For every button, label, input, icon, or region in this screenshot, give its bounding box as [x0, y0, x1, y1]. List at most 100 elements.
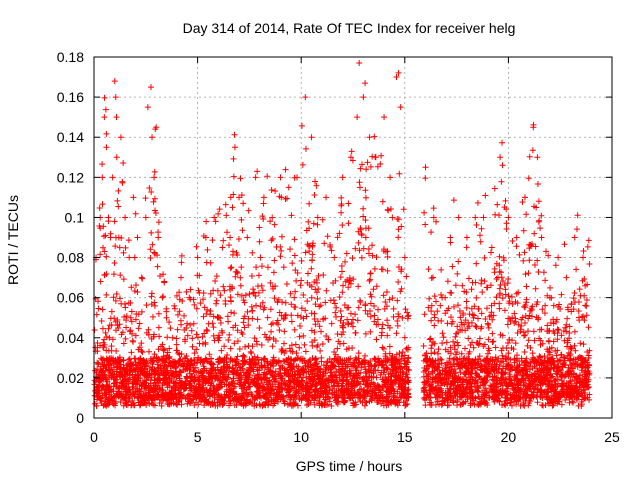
data-point: [176, 351, 183, 358]
data-point: [196, 381, 203, 388]
data-point: [338, 331, 345, 338]
data-point: [368, 397, 375, 404]
data-point: [214, 376, 221, 383]
data-point: [236, 400, 243, 407]
data-point: [268, 187, 275, 194]
data-point: [395, 69, 402, 76]
data-point: [269, 320, 276, 327]
data-point: [558, 291, 565, 298]
data-point: [505, 350, 512, 357]
data-point: [146, 348, 153, 355]
data-point: [454, 397, 461, 404]
data-point: [142, 362, 149, 369]
data-point: [422, 352, 429, 359]
data-point: [178, 379, 185, 386]
data-point: [395, 279, 402, 286]
data-point: [465, 356, 472, 363]
data-point: [220, 364, 227, 371]
data-point: [362, 330, 369, 337]
data-point: [429, 357, 436, 364]
data-point: [331, 382, 338, 389]
data-point: [455, 342, 462, 349]
data-point: [159, 397, 166, 404]
data-point: [332, 309, 339, 316]
data-point: [385, 377, 392, 384]
data-point: [460, 399, 467, 406]
data-point: [224, 352, 231, 359]
data-point: [214, 314, 221, 321]
data-point: [513, 243, 520, 250]
data-point: [504, 339, 511, 346]
data-point: [420, 343, 427, 350]
data-point: [308, 294, 315, 301]
data-point: [265, 401, 272, 408]
data-point: [560, 353, 567, 360]
data-point: [142, 195, 149, 202]
data-point: [131, 254, 138, 261]
data-point: [572, 347, 579, 354]
data-point: [145, 326, 152, 333]
data-point: [196, 289, 203, 296]
data-point: [115, 187, 122, 194]
data-point: [309, 367, 316, 374]
data-point: [499, 345, 506, 352]
data-point: [367, 300, 374, 307]
data-point: [349, 316, 356, 323]
data-point: [475, 305, 482, 312]
data-point: [132, 210, 139, 217]
data-point: [390, 305, 397, 312]
data-point: [97, 278, 104, 285]
data-point: [273, 319, 280, 326]
data-point: [532, 243, 539, 250]
data-point: [229, 204, 236, 211]
data-point: [97, 377, 104, 384]
data-point: [317, 388, 324, 395]
data-point: [380, 357, 387, 364]
data-point: [372, 356, 379, 363]
data-point: [166, 319, 173, 326]
data-point: [549, 399, 556, 406]
data-point: [181, 382, 188, 389]
data-point: [124, 387, 131, 394]
data-point: [166, 345, 173, 352]
data-point: [491, 185, 498, 192]
data-point: [351, 359, 358, 366]
data-point: [507, 373, 514, 380]
data-point: [498, 387, 505, 394]
data-point: [431, 340, 438, 347]
data-point: [281, 385, 288, 392]
data-point: [421, 396, 428, 403]
data-point: [182, 378, 189, 385]
data-point: [285, 388, 292, 395]
data-point: [228, 378, 235, 385]
data-point: [525, 270, 532, 277]
data-point: [404, 313, 411, 320]
data-point: [119, 179, 126, 186]
data-point: [133, 311, 140, 318]
data-point: [499, 278, 506, 285]
data-point: [526, 312, 533, 319]
data-point: [250, 368, 257, 375]
data-point: [256, 238, 263, 245]
data-point: [392, 401, 399, 408]
data-point: [312, 383, 319, 390]
data-point: [184, 320, 191, 327]
data-point: [101, 248, 108, 255]
data-point: [317, 347, 324, 354]
data-point: [187, 321, 194, 328]
data-point: [344, 316, 351, 323]
data-point: [470, 344, 477, 351]
data-point: [288, 312, 295, 319]
data-point: [485, 336, 492, 343]
data-point: [345, 320, 352, 327]
data-point: [525, 175, 532, 182]
data-point: [422, 221, 429, 228]
data-point: [110, 294, 117, 301]
data-point: [254, 168, 261, 175]
data-point: [306, 200, 313, 207]
data-point: [291, 357, 298, 364]
data-point: [399, 368, 406, 375]
data-point: [465, 350, 472, 357]
data-point: [112, 318, 119, 325]
